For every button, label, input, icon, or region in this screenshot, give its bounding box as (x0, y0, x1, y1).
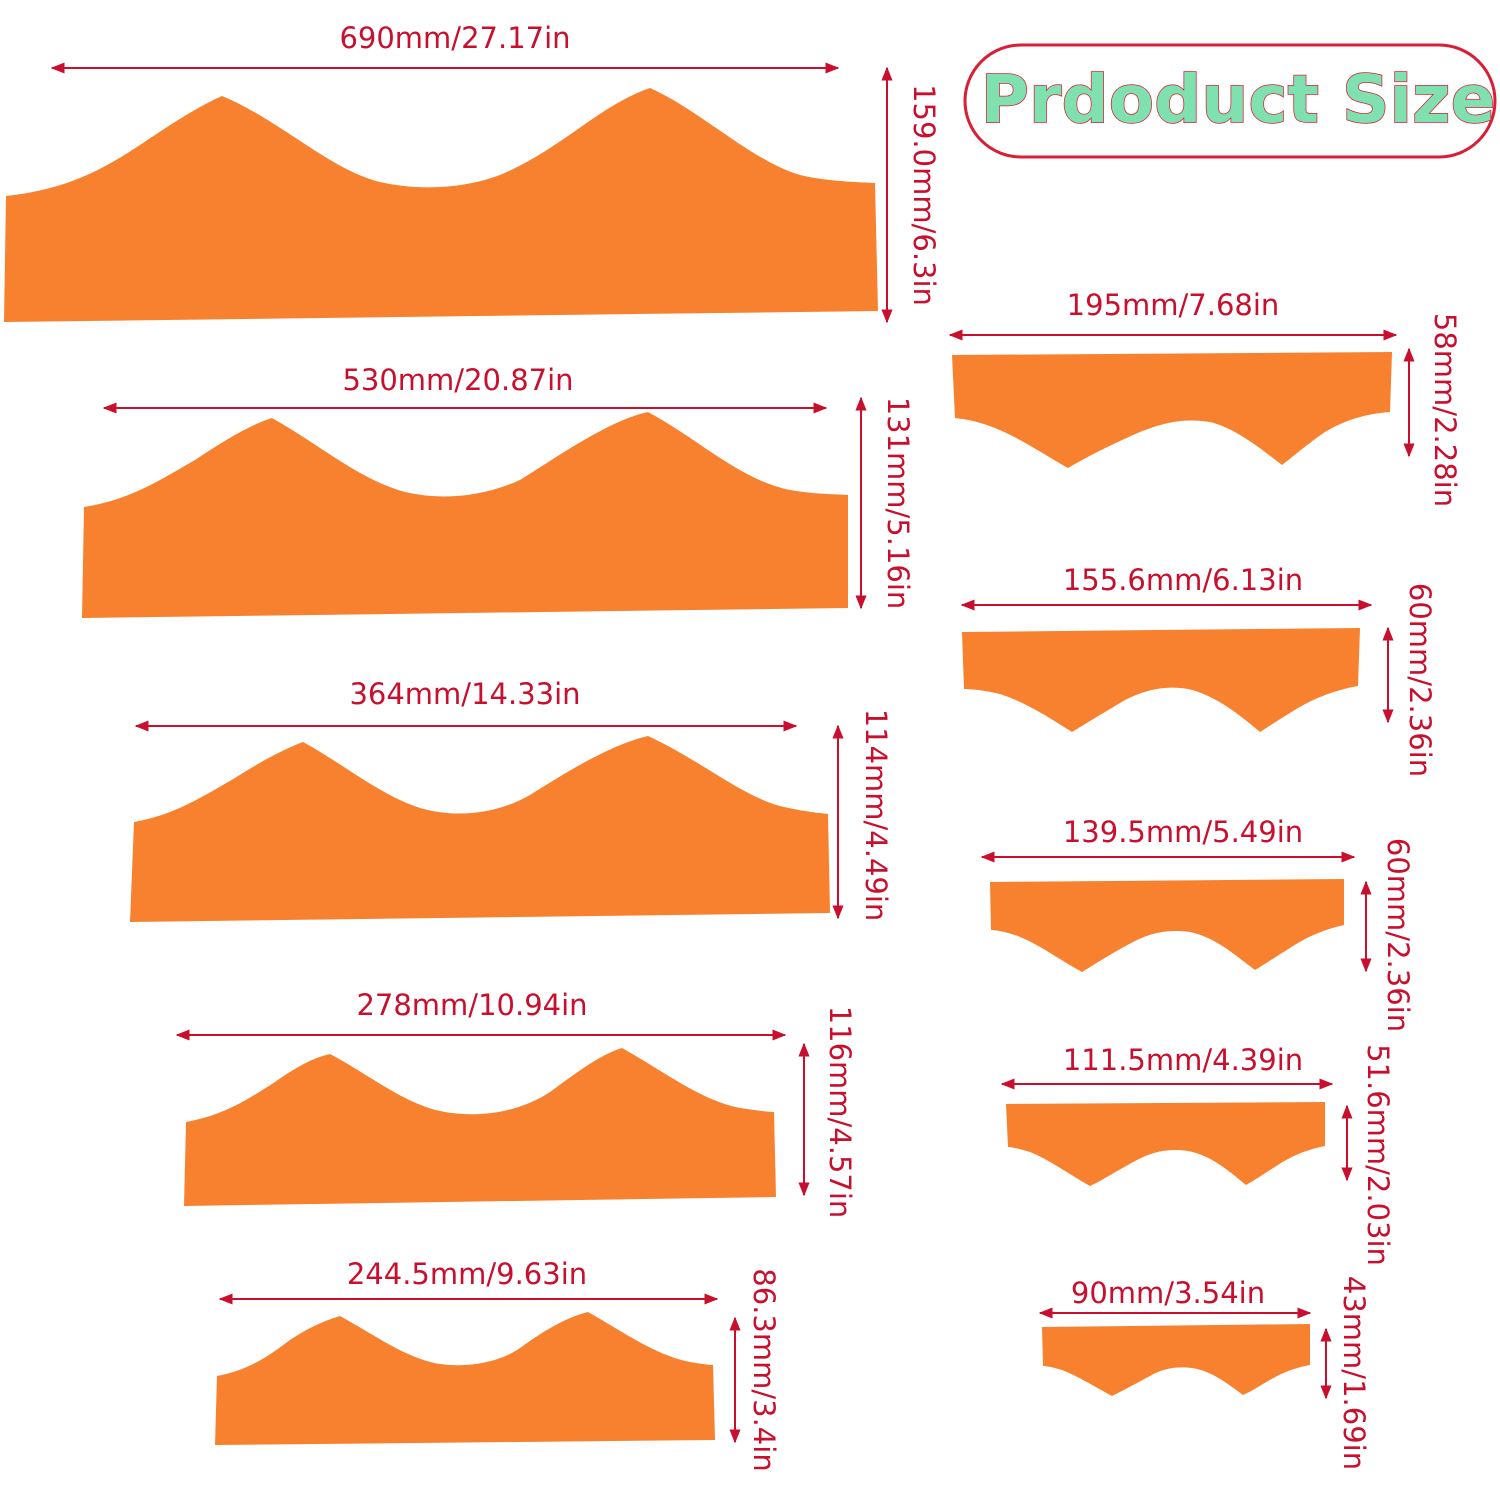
height-label: 43mm/1.69in (1337, 1276, 1371, 1470)
piece-3: 364mm/14.33in 114mm/4.49in (130, 677, 893, 922)
height-label: 159.0mm/6.3in (907, 84, 941, 306)
piece-10: 90mm/3.54in 43mm/1.69in (1038, 1276, 1371, 1470)
height-label: 116mm/4.57in (823, 1006, 857, 1219)
height-label: 86.3mm/3.4in (747, 1268, 781, 1471)
piece-shape (184, 1048, 776, 1206)
piece-shape (130, 736, 830, 922)
title-border (963, 43, 1497, 159)
width-label: 278mm/10.94in (356, 988, 587, 1022)
width-label: 155.6mm/6.13in (1063, 563, 1303, 597)
title-badge: Prdoduct Size (963, 43, 1497, 159)
piece-4: 278mm/10.94in 116mm/4.57in (175, 988, 857, 1219)
piece-shape (952, 352, 1392, 468)
width-label: 90mm/3.54in (1071, 1276, 1265, 1310)
height-label: 114mm/4.49in (859, 709, 893, 922)
height-label: 58mm/2.28in (1428, 313, 1462, 507)
width-label: 364mm/14.33in (349, 677, 580, 711)
piece-7: 155.6mm/6.13in 60mm/2.36in (960, 563, 1437, 777)
height-label: 60mm/2.36in (1403, 583, 1437, 777)
piece-shape (990, 879, 1344, 972)
piece-shape (962, 628, 1360, 732)
width-label: 530mm/20.87in (342, 363, 573, 397)
piece-shape (215, 1312, 715, 1445)
piece-6: 195mm/7.68in 58mm/2.28in (948, 288, 1462, 507)
width-label: 690mm/27.17in (339, 21, 570, 55)
width-label: 111.5mm/4.39in (1063, 1043, 1303, 1077)
height-label: 51.6mm/2.03in (1361, 1044, 1395, 1266)
height-label: 60mm/2.36in (1381, 838, 1415, 1032)
width-label: 195mm/7.68in (1067, 288, 1280, 322)
piece-shape (82, 412, 848, 618)
piece-9: 111.5mm/4.39in 51.6mm/2.03in (1000, 1043, 1395, 1266)
piece-shape (1042, 1324, 1310, 1396)
piece-2: 530mm/20.87in 131mm/5.16in (82, 363, 915, 618)
width-label: 139.5mm/5.49in (1063, 815, 1303, 849)
piece-5: 244.5mm/9.63in 86.3mm/3.4in (215, 1257, 781, 1472)
piece-shape (4, 88, 878, 322)
piece-1: 690mm/27.17in 159.0mm/6.3in (4, 21, 941, 324)
width-label: 244.5mm/9.63in (347, 1257, 587, 1291)
height-label: 131mm/5.16in (881, 397, 915, 610)
piece-8: 139.5mm/5.49in 60mm/2.36in (980, 815, 1415, 1032)
piece-shape (1006, 1102, 1325, 1186)
title-text: Prdoduct Size (981, 61, 1496, 138)
